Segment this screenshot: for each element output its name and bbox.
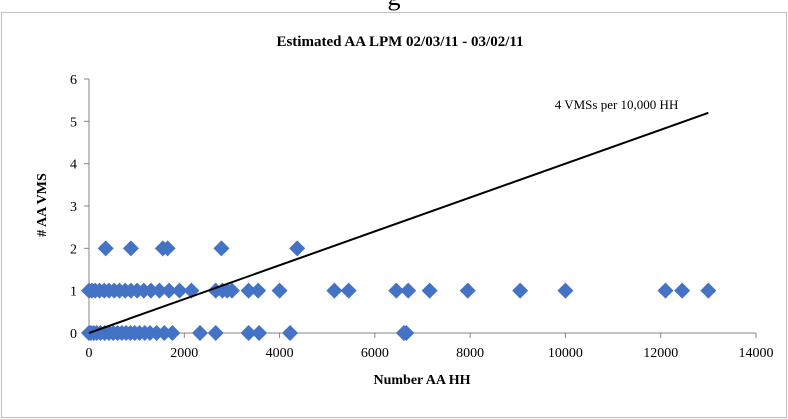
y-tick-label: 5	[70, 115, 77, 130]
x-tick-label: 12000	[643, 346, 678, 361]
y-tick-label: 6	[70, 73, 77, 88]
y-tick-label: 1	[70, 285, 77, 300]
data-point	[161, 282, 178, 299]
data-point	[192, 325, 209, 341]
data-point	[240, 282, 257, 299]
data-point	[388, 282, 405, 299]
data-point	[674, 282, 691, 299]
data-point	[282, 325, 299, 341]
data-point	[159, 240, 176, 257]
data-point	[251, 325, 268, 341]
y-tick-label: 0	[70, 327, 77, 342]
data-point	[213, 240, 230, 257]
plot-area: 0 1 2 3 4 5 6 0 2000 4000 6000 8000 10000 12000 14000 4…	[70, 73, 774, 361]
x-tick-label: 0	[86, 346, 93, 361]
trendline-label: 4 VMSs per 10,000 HH	[555, 97, 679, 112]
chart-title: Estimated AA LPM 02/03/11 - 03/02/11	[276, 34, 523, 50]
data-point	[164, 325, 181, 341]
data-point	[700, 282, 717, 299]
data-point	[400, 282, 417, 299]
data-point	[207, 325, 224, 341]
data-point	[398, 325, 415, 341]
clipped-heading-fragment: g	[0, 0, 788, 10]
data-point	[289, 240, 306, 257]
x-tick-label: 6000	[361, 346, 389, 361]
data-point	[421, 282, 438, 299]
data-point	[122, 240, 139, 257]
data-point	[97, 240, 114, 257]
data-point	[340, 282, 357, 299]
chart-border	[1, 12, 787, 418]
data-point	[326, 282, 343, 299]
data-point	[557, 282, 574, 299]
data-point	[271, 282, 288, 299]
data-point	[250, 282, 267, 299]
y-tick-label: 3	[70, 200, 77, 215]
x-tick-label: 4000	[266, 346, 294, 361]
x-axis-title: Number AA HH	[374, 373, 471, 388]
y-axis-title: # AA VMS	[35, 173, 50, 237]
x-tick-label: 2000	[170, 346, 198, 361]
data-point	[240, 325, 257, 341]
data-point	[657, 282, 674, 299]
data-point	[171, 282, 188, 299]
y-tick-label: 2	[70, 242, 77, 257]
data-point	[459, 282, 476, 299]
x-tick-label: 8000	[456, 346, 484, 361]
data-point	[156, 325, 173, 341]
data-point	[142, 282, 159, 299]
x-tick-label: 14000	[739, 346, 774, 361]
trendline	[88, 111, 709, 334]
data-point	[512, 282, 529, 299]
x-tick-label: 10000	[548, 346, 583, 361]
data-point	[223, 282, 240, 299]
y-tick-label: 4	[70, 158, 77, 173]
data-point	[151, 282, 168, 299]
